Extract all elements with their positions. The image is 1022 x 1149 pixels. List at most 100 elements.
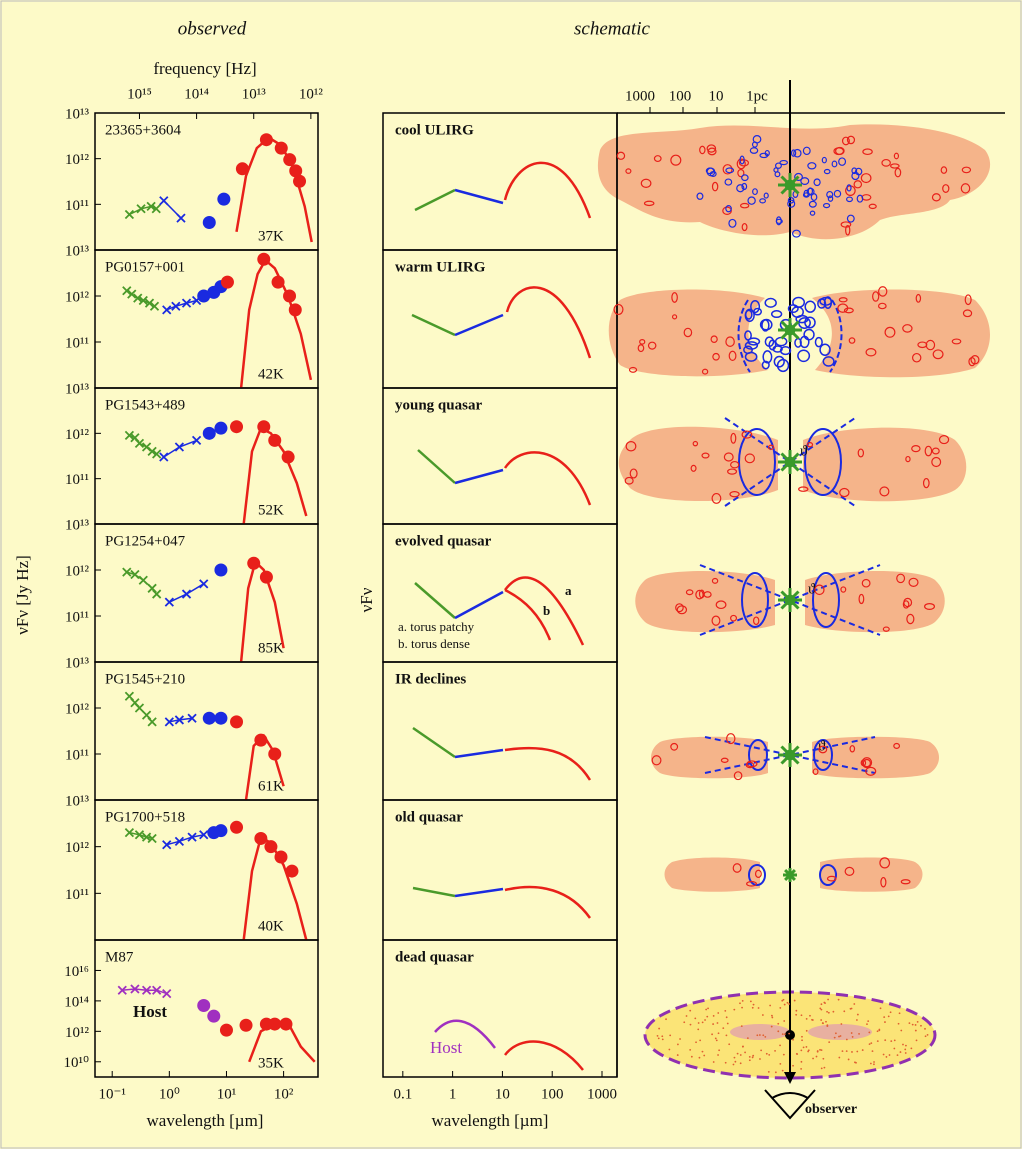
y-tick-label: 10¹² (65, 427, 89, 443)
dust (832, 1011, 834, 1013)
dust (868, 1032, 870, 1034)
y-tick-label: 10¹⁰ (63, 1055, 89, 1071)
host-label: Host (430, 1038, 462, 1057)
dust (662, 1038, 664, 1040)
dust (788, 1033, 790, 1035)
x-tick-label: 10¹ (217, 1086, 237, 1102)
dust (740, 1062, 742, 1064)
panel-name: 23365+3604 (105, 122, 181, 138)
y-tick-label: 10¹¹ (65, 335, 89, 351)
temperature-label: 35K (258, 1055, 284, 1071)
dust (728, 1043, 730, 1045)
curve-label: a (565, 583, 572, 598)
dust (694, 1017, 696, 1019)
x2-tick-label: 10¹⁴ (184, 86, 209, 102)
dust (873, 1063, 875, 1065)
dust (843, 1010, 845, 1012)
dust (779, 1063, 781, 1065)
dust (819, 1049, 821, 1051)
dust (840, 1023, 842, 1025)
dust (741, 1025, 743, 1027)
x-tick-label: 10² (274, 1086, 294, 1102)
dust (782, 1033, 784, 1035)
dust (726, 1034, 728, 1036)
dust (782, 1070, 784, 1072)
dust (824, 1002, 826, 1004)
data-dot (207, 1010, 220, 1023)
dust (686, 1015, 688, 1017)
y-axis-label: νFν [Jy Hz] (13, 555, 32, 635)
dust (752, 1057, 754, 1059)
dust (665, 1018, 667, 1020)
nucleus-core (785, 457, 796, 468)
data-dot (214, 712, 227, 725)
nucleus-core (787, 872, 793, 878)
dust (792, 1039, 794, 1041)
dust (873, 1061, 875, 1063)
dust (658, 1037, 660, 1039)
figure: observed schematic frequency [Hz] wavele… (0, 0, 1022, 1149)
page: observed schematic frequency [Hz] wavele… (0, 0, 1022, 1149)
header: observed (178, 18, 247, 39)
dust (795, 1010, 797, 1012)
dust (699, 1039, 701, 1041)
dust (683, 1021, 685, 1023)
dust (801, 1014, 803, 1016)
dust (718, 1032, 720, 1034)
temperature-label: 61K (258, 778, 284, 794)
dust (749, 1056, 751, 1058)
dust (783, 1020, 785, 1022)
dust (744, 1052, 746, 1054)
data-dot (217, 193, 230, 206)
dust (677, 1044, 679, 1046)
dust (734, 1061, 736, 1063)
panel-name: M87 (105, 949, 134, 965)
dust (828, 1012, 830, 1014)
y-tick-label: 10¹³ (65, 106, 89, 122)
dust (884, 1021, 886, 1023)
dust (870, 1042, 872, 1044)
dust (857, 1014, 859, 1016)
dust (771, 1017, 773, 1019)
x-tick-label: 0.1 (393, 1086, 412, 1102)
dust (759, 1034, 761, 1036)
dust (742, 1046, 744, 1048)
dust (739, 1002, 741, 1004)
black-hole (785, 1030, 795, 1040)
dust (717, 1022, 719, 1024)
dust (827, 999, 829, 1001)
schematic-title: old quasar (395, 809, 463, 825)
dust (725, 1062, 727, 1064)
dust (690, 1024, 692, 1026)
dust (877, 1040, 879, 1042)
dust (825, 1021, 827, 1023)
dust (855, 1062, 857, 1064)
dust (752, 1055, 754, 1057)
blob (665, 858, 761, 892)
dust (806, 1018, 808, 1020)
dust (787, 1002, 789, 1004)
panel-name: PG1545+210 (105, 671, 185, 687)
dust (784, 1033, 786, 1035)
blob (812, 290, 990, 378)
dust (822, 1058, 824, 1060)
dust (771, 1015, 773, 1017)
dust (878, 1029, 880, 1031)
dust (800, 1068, 802, 1070)
x2-tick-label: 10¹² (299, 86, 323, 102)
dust (718, 1049, 720, 1051)
panel-name: PG1543+489 (105, 397, 185, 413)
dust (821, 1067, 823, 1069)
scale-label: 10 (709, 88, 724, 104)
dust (779, 1044, 781, 1046)
y-tick-label: 10¹³ (65, 381, 89, 397)
dust (753, 1004, 755, 1006)
dust (779, 1007, 781, 1009)
x2-tick-label: 10¹⁵ (127, 86, 152, 102)
dust (848, 1059, 850, 1061)
x-axis-label: wavelength [µm] (147, 1111, 264, 1130)
dust (915, 1024, 917, 1026)
dust (715, 1038, 717, 1040)
dust (711, 1033, 713, 1035)
dust (924, 1028, 926, 1030)
